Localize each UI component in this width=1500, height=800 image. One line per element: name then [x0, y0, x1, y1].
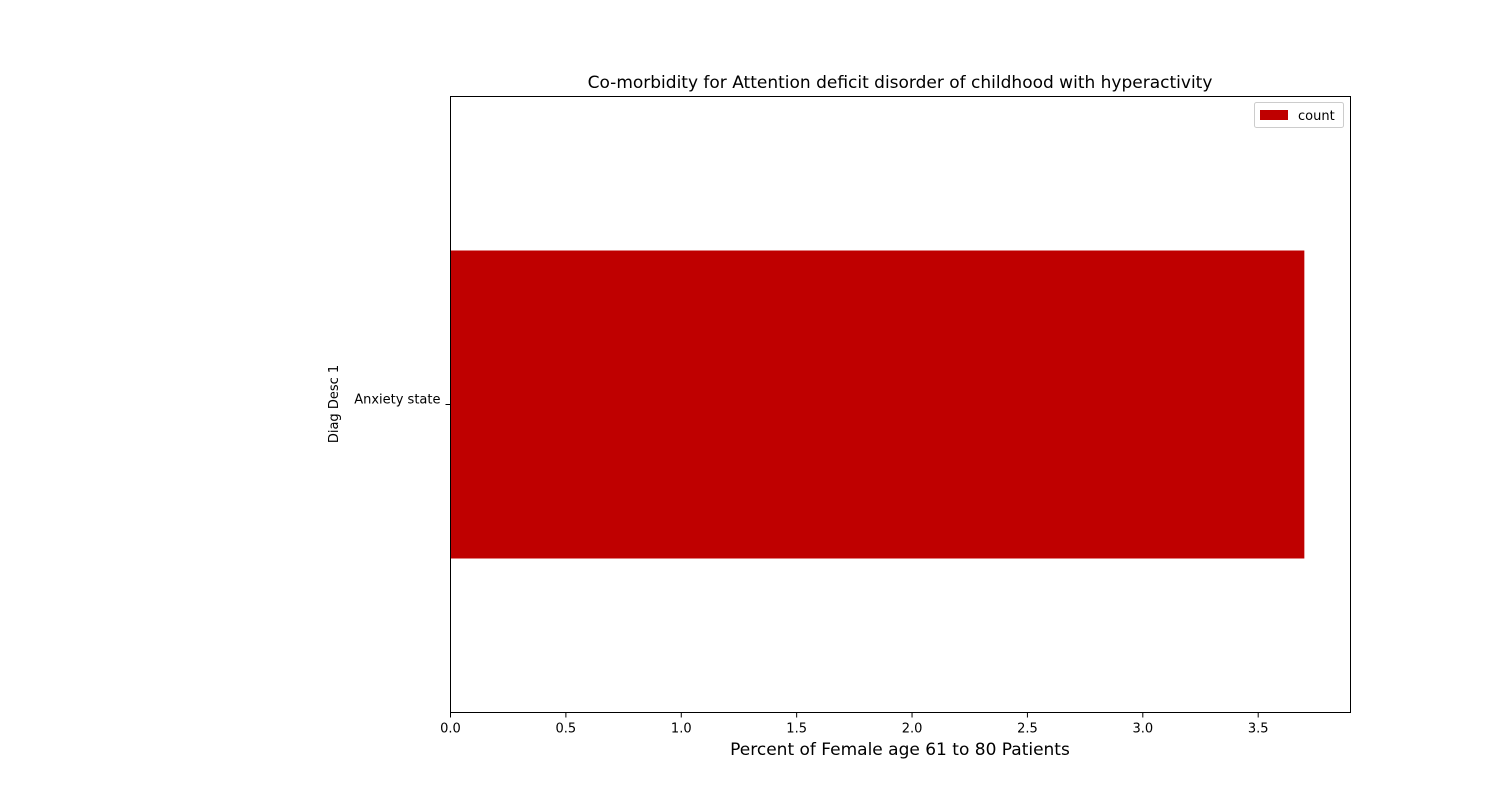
chart-title: Co-morbidity for Attention deficit disor…	[588, 73, 1213, 93]
x-tick-label: 1.5	[786, 722, 807, 737]
legend-box	[1254, 102, 1344, 128]
plot-area	[450, 250, 1305, 559]
x-tick-label: 2.0	[902, 722, 923, 737]
x-tick-label: 0.5	[556, 722, 577, 737]
legend-swatch	[1260, 110, 1288, 120]
legend-label: count	[1298, 109, 1335, 124]
y-axis-label: Diag Desc 1	[327, 365, 342, 443]
y-tick-label: Anxiety state	[354, 393, 440, 408]
x-axis: 0.0 0.5 1.0 1.5 2.0 2.5 3.0 3.5	[440, 712, 1269, 737]
legend: count	[1254, 102, 1344, 128]
x-axis-label: Percent of Female age 61 to 80 Patients	[730, 740, 1070, 760]
x-tick-label: 3.0	[1132, 722, 1153, 737]
x-tick-label: 3.5	[1248, 722, 1269, 737]
x-tick-label: 0.0	[440, 722, 461, 737]
x-tick-label: 2.5	[1017, 722, 1038, 737]
x-tick-label: 1.0	[671, 722, 692, 737]
y-axis: Anxiety state	[354, 393, 451, 408]
bar	[450, 250, 1305, 559]
